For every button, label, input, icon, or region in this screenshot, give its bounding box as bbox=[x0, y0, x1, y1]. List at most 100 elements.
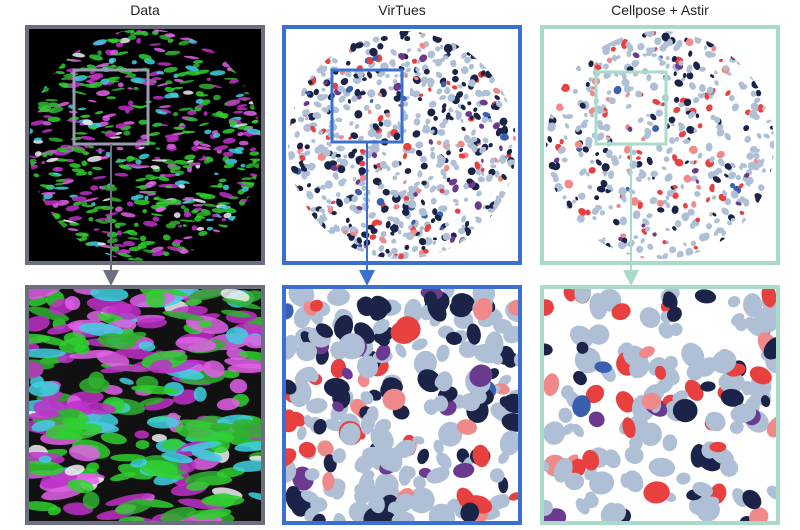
blob bbox=[726, 244, 731, 250]
blob bbox=[101, 230, 112, 234]
blob bbox=[412, 130, 421, 138]
blob bbox=[716, 150, 725, 159]
blob bbox=[235, 93, 245, 98]
blob bbox=[688, 82, 696, 90]
blob bbox=[190, 162, 202, 166]
blob bbox=[191, 209, 199, 214]
blob bbox=[570, 325, 594, 348]
blob bbox=[41, 160, 46, 165]
blob bbox=[423, 249, 429, 254]
blob bbox=[457, 84, 463, 89]
blob bbox=[469, 226, 475, 230]
blob bbox=[550, 171, 558, 179]
blob bbox=[716, 123, 724, 131]
blob bbox=[162, 310, 205, 321]
blob bbox=[507, 52, 516, 60]
blob bbox=[547, 122, 556, 131]
blob bbox=[457, 140, 465, 148]
blob bbox=[668, 137, 676, 144]
blob bbox=[361, 231, 370, 239]
blob bbox=[647, 176, 651, 181]
blob bbox=[80, 402, 117, 415]
blob bbox=[424, 224, 432, 233]
blob bbox=[371, 219, 380, 227]
blob bbox=[583, 494, 599, 509]
blob bbox=[385, 73, 390, 78]
blob bbox=[596, 132, 605, 141]
blob bbox=[300, 248, 309, 256]
blob bbox=[336, 198, 343, 208]
blob bbox=[438, 421, 463, 447]
blob bbox=[427, 50, 436, 59]
blob bbox=[724, 198, 732, 206]
blob bbox=[357, 135, 364, 142]
blob bbox=[398, 221, 404, 229]
blob bbox=[217, 202, 231, 205]
blob bbox=[468, 38, 473, 43]
blob bbox=[575, 65, 582, 72]
blob bbox=[499, 145, 503, 152]
blob bbox=[704, 249, 709, 254]
blob bbox=[362, 77, 367, 82]
blob bbox=[218, 192, 234, 199]
blob bbox=[493, 36, 503, 43]
blob bbox=[89, 73, 103, 80]
blob bbox=[288, 179, 292, 189]
blob bbox=[473, 297, 493, 321]
blob bbox=[138, 146, 145, 150]
blob bbox=[106, 76, 120, 81]
blob bbox=[394, 74, 399, 78]
blob bbox=[654, 365, 667, 380]
blob bbox=[225, 158, 238, 165]
blob bbox=[589, 471, 615, 495]
blob bbox=[754, 193, 762, 200]
blob bbox=[28, 306, 70, 322]
blob bbox=[452, 69, 459, 75]
blob bbox=[646, 121, 654, 126]
blob bbox=[678, 60, 684, 66]
blob bbox=[494, 229, 501, 236]
blob bbox=[622, 417, 636, 439]
blob bbox=[113, 51, 129, 56]
blob bbox=[586, 85, 593, 93]
blob bbox=[568, 32, 574, 39]
blob bbox=[88, 145, 94, 149]
blob bbox=[310, 244, 316, 248]
blob bbox=[64, 464, 85, 476]
blob bbox=[751, 79, 761, 89]
blob bbox=[760, 77, 766, 82]
blob bbox=[432, 35, 437, 42]
blob bbox=[201, 48, 217, 54]
blob bbox=[483, 234, 492, 243]
blob bbox=[192, 198, 206, 203]
blob bbox=[202, 155, 207, 160]
blob bbox=[443, 164, 450, 172]
blob bbox=[377, 114, 384, 122]
blob bbox=[45, 424, 83, 440]
blob bbox=[511, 37, 516, 46]
blob bbox=[232, 460, 263, 472]
blob bbox=[507, 181, 514, 188]
blob bbox=[753, 158, 758, 164]
blob bbox=[420, 76, 429, 85]
blob bbox=[330, 165, 336, 171]
blob bbox=[182, 90, 194, 95]
blob bbox=[709, 211, 714, 217]
blob bbox=[744, 135, 752, 143]
blob bbox=[762, 106, 766, 111]
blob bbox=[666, 189, 674, 197]
blob bbox=[483, 238, 491, 246]
blob bbox=[30, 120, 45, 126]
blob bbox=[351, 148, 358, 155]
blob bbox=[135, 159, 142, 165]
blob bbox=[240, 181, 254, 185]
blob bbox=[757, 47, 764, 53]
blob bbox=[96, 62, 110, 68]
blob bbox=[707, 86, 714, 94]
blob bbox=[487, 243, 495, 251]
blob bbox=[413, 476, 426, 490]
blob bbox=[692, 481, 713, 498]
blob bbox=[706, 223, 713, 230]
blob bbox=[71, 168, 85, 173]
blob bbox=[179, 248, 189, 255]
